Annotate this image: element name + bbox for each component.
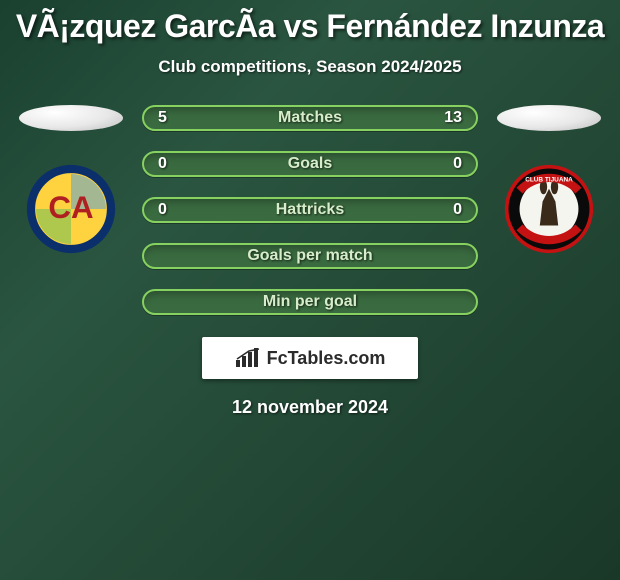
stat-row: 5Matches13 (142, 105, 478, 131)
stat-value-right: 13 (442, 109, 462, 127)
stat-label: Min per goal (144, 293, 476, 311)
left-club-badge: CA (25, 163, 117, 255)
stat-label: Hattricks (144, 201, 476, 219)
stat-value-right: 0 (442, 155, 462, 173)
right-player-face-placeholder (497, 105, 601, 131)
generation-date: 12 november 2024 (232, 397, 388, 418)
stat-label: Goals per match (144, 247, 476, 265)
stat-value-left: 5 (158, 109, 178, 127)
right-player-column: CLUB TIJUANA (494, 105, 604, 255)
fctables-logo: FcTables.com (202, 337, 418, 379)
stat-label: Matches (144, 109, 476, 127)
stats-column: 5Matches130Goals00Hattricks0Goals per ma… (142, 105, 478, 315)
stat-row: Min per goal (142, 289, 478, 315)
bars-icon (235, 348, 261, 368)
left-player-column: CA (16, 105, 126, 255)
comparison-title: VÃ¡zquez GarcÃa vs Fernández Inzunza (10, 8, 610, 45)
stat-row: 0Hattricks0 (142, 197, 478, 223)
stat-row: Goals per match (142, 243, 478, 269)
stat-row: 0Goals0 (142, 151, 478, 177)
stat-label: Goals (144, 155, 476, 173)
svg-text:CLUB TIJUANA: CLUB TIJUANA (525, 176, 573, 183)
right-club-badge: CLUB TIJUANA (503, 163, 595, 255)
comparison-subtitle: Club competitions, Season 2024/2025 (10, 57, 610, 77)
stat-value-left: 0 (158, 201, 178, 219)
stat-value-right: 0 (442, 201, 462, 219)
footer: FcTables.com 12 november 2024 (10, 337, 610, 418)
fctables-logo-text: FcTables.com (267, 348, 386, 369)
comparison-body: CA 5Matches130Goals00Hattricks0Goals per… (10, 105, 610, 315)
left-player-face-placeholder (19, 105, 123, 131)
svg-text:CA: CA (48, 190, 93, 225)
stat-value-left: 0 (158, 155, 178, 173)
